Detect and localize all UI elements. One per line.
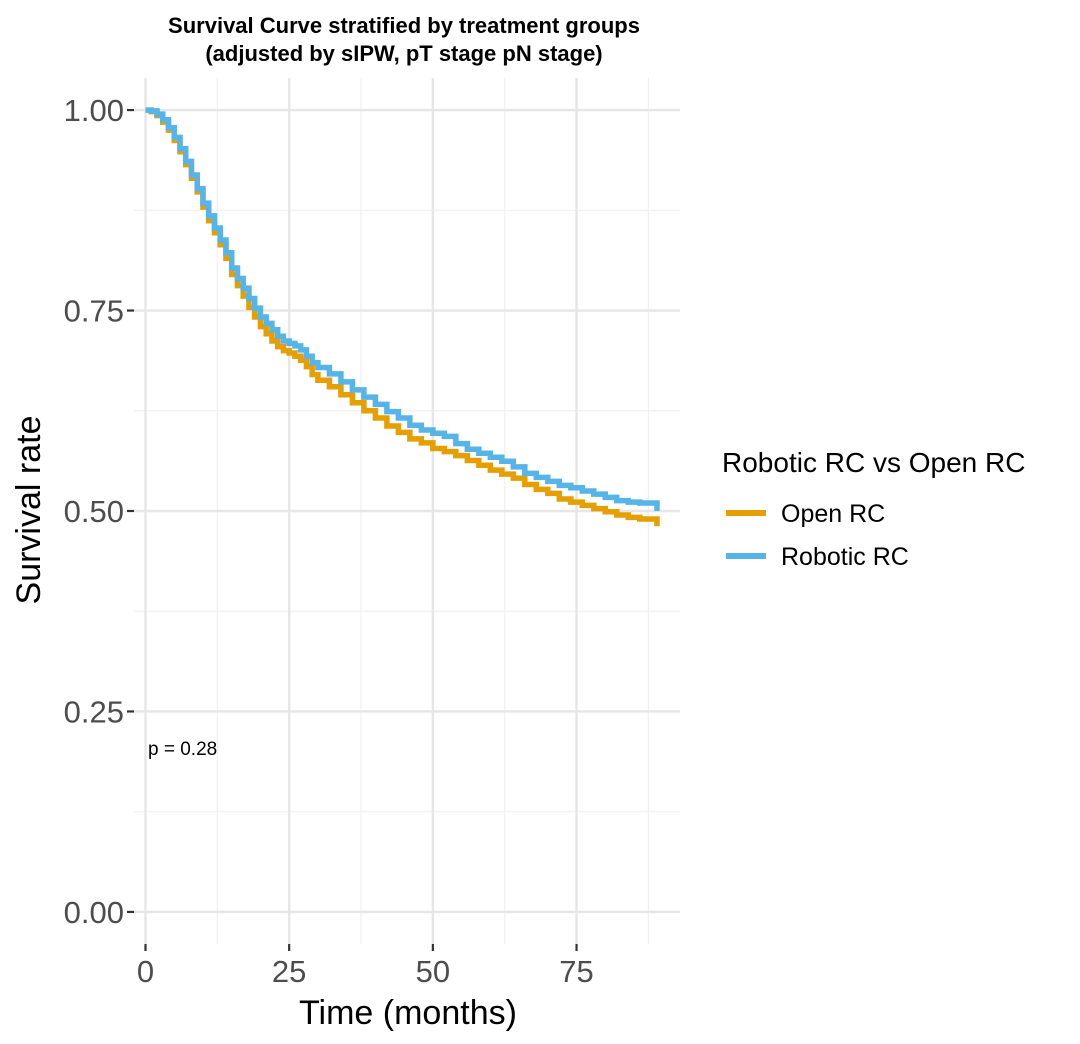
grid: [134, 78, 680, 944]
series-lines: [145, 107, 660, 527]
series-line-robotic-rc: [145, 107, 660, 511]
x-axis: 0 25 50 75: [137, 944, 594, 989]
x-tick-label: 0: [137, 954, 154, 989]
y-axis: 0.00 0.25 0.50 0.75 1.00: [64, 93, 134, 930]
y-tick-label: 0.25: [64, 694, 124, 729]
chart-title-line2: (adjusted by sIPW, pT stage pN stage): [205, 41, 602, 66]
y-tick-label: 0.75: [64, 294, 124, 329]
chart-title-line1: Survival Curve stratified by treatment g…: [168, 13, 640, 38]
x-axis-title: Time (months): [299, 994, 517, 1032]
p-value-annotation: p = 0.28: [148, 739, 217, 760]
x-tick-label: 25: [272, 954, 306, 989]
y-tick-label: 0.00: [64, 895, 124, 930]
legend-label-open-rc: Open RC: [781, 500, 885, 528]
series-line-open-rc: [145, 107, 660, 527]
legend-title: Robotic RC vs Open RC: [722, 447, 1025, 478]
y-tick-label: 1.00: [64, 93, 124, 128]
x-tick-label: 75: [559, 954, 593, 989]
y-axis-title: Survival rate: [10, 416, 48, 605]
legend: Robotic RC vs Open RC Open RC Robotic RC: [722, 447, 1025, 571]
x-tick-label: 50: [416, 954, 450, 989]
legend-label-robotic-rc: Robotic RC: [781, 543, 909, 571]
y-tick-label: 0.50: [64, 494, 124, 529]
